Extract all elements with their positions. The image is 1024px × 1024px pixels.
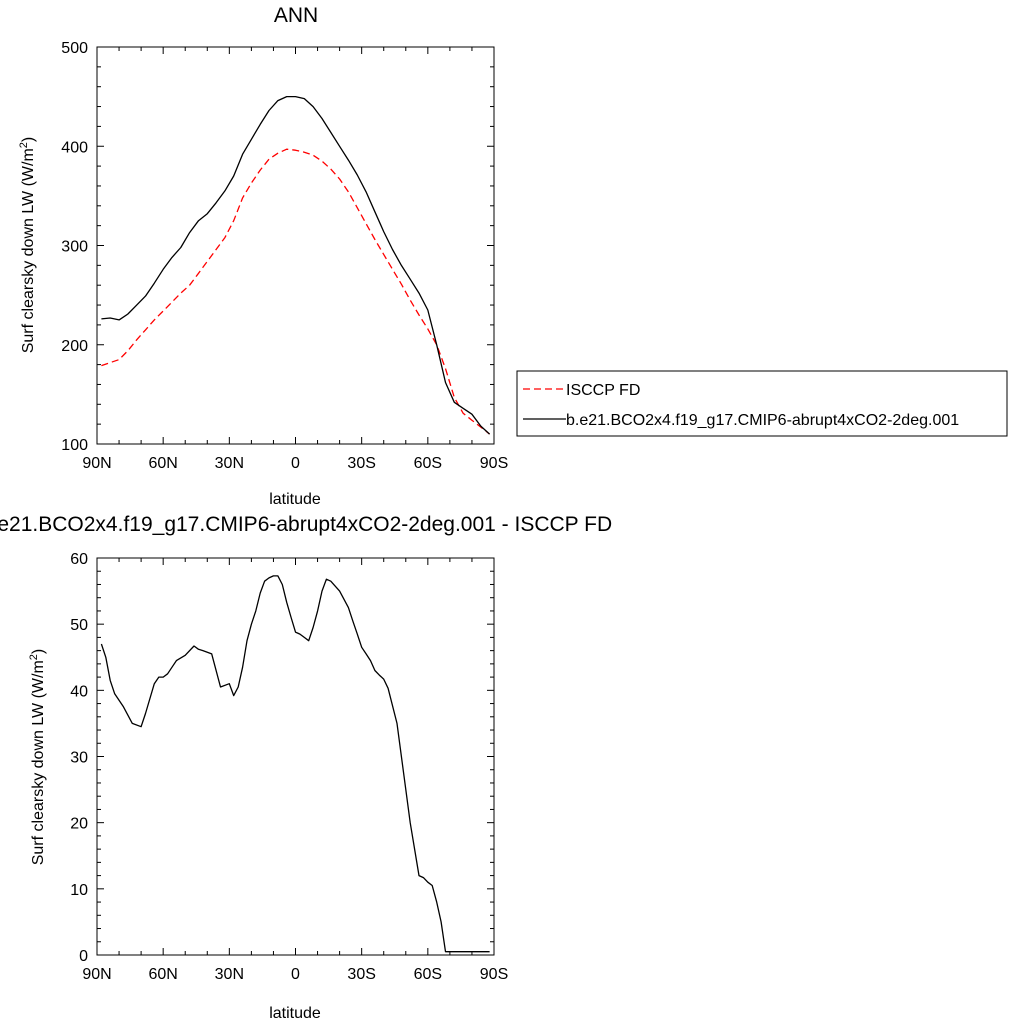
y-tick-label: 200 bbox=[61, 338, 88, 355]
y-tick-label: 40 bbox=[70, 683, 88, 700]
y-tick-label: 400 bbox=[61, 139, 88, 156]
legend-box bbox=[516, 370, 1008, 437]
y-tick-label: 10 bbox=[70, 882, 88, 899]
ticks-layer-bottom: 90N 60N 30N 0 30S 60S 90S 0 10 20 30 40 50 60 bbox=[70, 551, 508, 983]
x-tick-label: 90S bbox=[480, 966, 508, 983]
chart-title-bottom: b.e21.BCO2x4.f19_g17.CMIP6-abrupt4xCO2-2… bbox=[0, 513, 612, 536]
series-layer-top bbox=[101, 95, 491, 435]
x-axis-label-bottom: latitude bbox=[269, 1005, 321, 1022]
x-tick-label: 90N bbox=[82, 966, 111, 983]
y-tick-label: 100 bbox=[61, 437, 88, 454]
y-axis-label-bottom-sup: 2 bbox=[28, 654, 40, 660]
ticks-layer-top: 90N 60N 30N 0 30S 60S 90S 100 200 300 400 500 bbox=[61, 40, 508, 472]
plot-frame-top bbox=[96, 46, 495, 445]
series-line-difference bbox=[100, 575, 490, 953]
x-tick-label: 30S bbox=[347, 455, 375, 472]
y-tick-label: 30 bbox=[70, 750, 88, 767]
series-layer-bottom bbox=[100, 575, 490, 953]
x-tick-label: 60N bbox=[148, 966, 177, 983]
y-tick-label: 60 bbox=[70, 551, 88, 568]
x-tick-label: 30N bbox=[215, 455, 244, 472]
x-tick-label: 60S bbox=[414, 455, 442, 472]
y-axis-label-bottom: Surf clearsky down LW (W/m2) bbox=[28, 649, 47, 866]
x-axis-label-top: latitude bbox=[269, 491, 321, 508]
legend: ISCCP FD b.e21.BCO2x4.f19_g17.CMIP6-abru… bbox=[516, 370, 1008, 437]
series-line-model bbox=[101, 95, 491, 435]
y-tick-label: 0 bbox=[79, 948, 88, 965]
x-tick-label: 0 bbox=[291, 966, 300, 983]
y-tick-label: 20 bbox=[70, 816, 88, 833]
y-axis-label-top: Surf clearsky down LW (W/m2) bbox=[18, 137, 37, 354]
legend-label-model: b.e21.BCO2x4.f19_g17.CMIP6-abrupt4xCO2-2… bbox=[566, 412, 959, 429]
panel-bottom: b.e21.BCO2x4.f19_g17.CMIP6-abrupt4xCO2-2… bbox=[0, 513, 612, 1022]
x-tick-label: 60N bbox=[148, 455, 177, 472]
y-tick-label: 300 bbox=[61, 239, 88, 256]
legend-label-isccp: ISCCP FD bbox=[566, 382, 640, 399]
panel-top: ANN 90N 60N 30N 0 30S 60S 90S 100 200 300 400 500 l… bbox=[18, 4, 508, 508]
y-tick-label: 50 bbox=[70, 617, 88, 634]
y-tick-label: 500 bbox=[61, 40, 88, 57]
x-tick-label: 90N bbox=[82, 455, 111, 472]
x-tick-label: 30S bbox=[347, 966, 375, 983]
y-axis-label-bottom-text: Surf clearsky down LW (W/m bbox=[30, 660, 47, 865]
y-axis-label-top-text: Surf clearsky down LW (W/m bbox=[20, 148, 37, 353]
x-tick-label: 60S bbox=[414, 966, 442, 983]
x-tick-label: 0 bbox=[291, 455, 300, 472]
chart-title-top: ANN bbox=[274, 4, 318, 27]
series-line-isccp-fd bbox=[101, 148, 491, 435]
y-axis-label-top-close: ) bbox=[20, 137, 37, 142]
y-axis-label-top-sup: 2 bbox=[18, 142, 30, 148]
y-axis-label-bottom-close: ) bbox=[30, 649, 47, 654]
x-tick-label: 30N bbox=[215, 966, 244, 983]
x-tick-label: 90S bbox=[480, 455, 508, 472]
